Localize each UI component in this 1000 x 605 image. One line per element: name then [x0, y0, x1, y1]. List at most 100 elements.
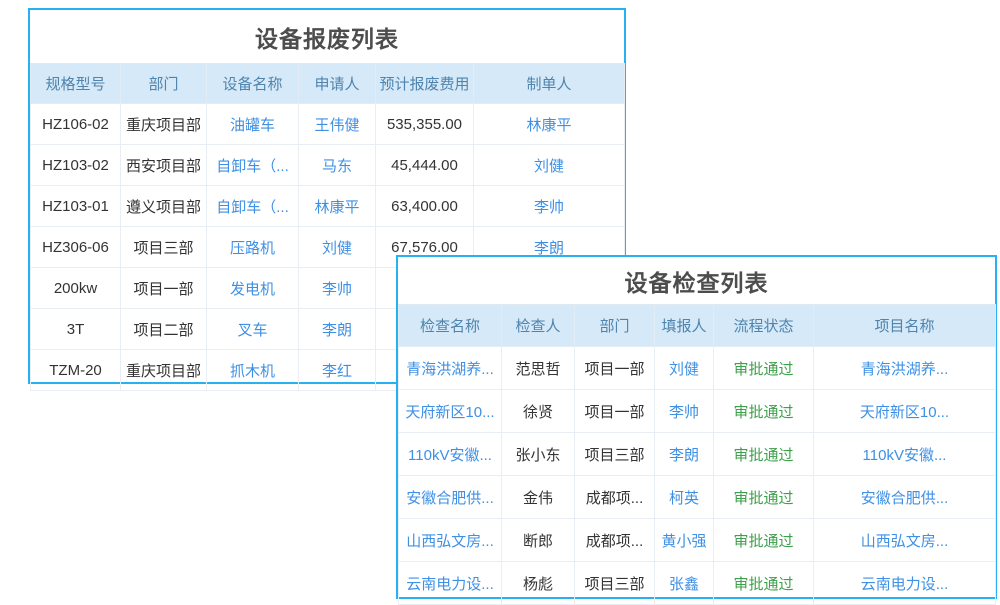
inspection-list-title: 设备检查列表 — [624, 269, 769, 296]
column-header: 部门 — [120, 63, 207, 104]
table-row: 天府新区10... 徐贤 项目一部 李帅 审批通过 天府新区10... — [398, 389, 996, 433]
table-cell: 徐贤 — [501, 389, 575, 433]
table-cell: 项目三部 — [574, 561, 655, 605]
scrap-list-table: 规格型号 部门 设备名称 申请人 预计报废费用 制单人 HZ106-02 重庆项目部 油罐车王… — [30, 63, 625, 391]
status-badge: 审批通过 — [713, 475, 814, 519]
table-cell: 项目二部 — [120, 308, 207, 350]
table-cell: 重庆项目部 — [120, 103, 207, 145]
table-cell-link[interactable]: 叉车 — [206, 308, 299, 350]
table-cell-link[interactable]: 黄小强 — [654, 518, 714, 562]
column-header: 设备名称 — [206, 63, 299, 104]
table-row: 青海洪湖养... 范思哲 项目一部 刘健 审批通过 青海洪湖养... — [398, 346, 996, 390]
status-badge: 审批通过 — [713, 432, 814, 476]
table-row: HZ106-02 重庆项目部 油罐车 王伟健 535,355.00 林康平 — [30, 103, 625, 145]
table-cell-link[interactable]: 安徽合肥供... — [398, 475, 502, 519]
table-cell-link[interactable]: 自卸车（... — [206, 185, 299, 227]
table-cell-link[interactable]: 林康平 — [473, 103, 625, 145]
inspection-list-card: 设备检查列表 检查名称 检查人 部门 填报人 流程状态 项目名称 青海洪湖养... 范思哲项… — [396, 255, 997, 605]
table-cell-link[interactable]: 压路机 — [206, 226, 299, 268]
status-badge: 审批通过 — [713, 346, 814, 390]
table-cell: 西安项目部 — [120, 144, 207, 186]
column-header: 检查人 — [501, 304, 575, 347]
table-cell: 项目三部 — [120, 226, 207, 268]
column-header: 规格型号 — [30, 63, 121, 104]
scrap-list-header: 规格型号 部门 设备名称 申请人 预计报废费用 制单人 — [30, 63, 625, 104]
column-header: 部门 — [574, 304, 655, 347]
table-cell-link[interactable]: 李帅 — [473, 185, 625, 227]
table-cell-link[interactable]: 王伟健 — [298, 103, 376, 145]
table-cell-link[interactable]: 天府新区10... — [813, 389, 996, 433]
table-cell-link[interactable]: 自卸车（... — [206, 144, 299, 186]
table-row: HZ103-01 遵义项目部 自卸车（... 林康平 63,400.00 李帅 — [30, 185, 625, 227]
table-cell: 项目一部 — [574, 389, 655, 433]
table-cell: 535,355.00 — [375, 103, 474, 145]
table-cell-link[interactable]: 发电机 — [206, 267, 299, 309]
table-cell: TZM-20 — [30, 349, 121, 391]
table-cell: 重庆项目部 — [120, 349, 207, 391]
table-cell-link[interactable]: 110kV安徽... — [813, 432, 996, 476]
table-cell: HZ106-02 — [30, 103, 121, 145]
status-badge: 审批通过 — [713, 561, 814, 605]
table-cell-link[interactable]: 林康平 — [298, 185, 376, 227]
scrap-list-title: 设备报废列表 — [255, 25, 399, 52]
status-badge: 审批通过 — [713, 518, 814, 562]
table-cell-link[interactable]: 李红 — [298, 349, 376, 391]
table-cell: 3T — [30, 308, 121, 350]
table-cell: 杨彪 — [501, 561, 575, 605]
column-header: 申请人 — [298, 63, 376, 104]
table-cell-link[interactable]: 马东 — [298, 144, 376, 186]
table-cell-link[interactable]: 青海洪湖养... — [398, 346, 502, 390]
column-header: 检查名称 — [398, 304, 502, 347]
table-cell-link[interactable]: 李朗 — [298, 308, 376, 350]
table-row: 云南电力设... 杨彪 项目三部 张鑫 审批通过 云南电力设... — [398, 561, 996, 605]
column-header: 预计报废费用 — [375, 63, 474, 104]
table-cell-link[interactable]: 山西弘文房... — [813, 518, 996, 562]
column-header: 制单人 — [473, 63, 625, 104]
table-cell-link[interactable]: 云南电力设... — [398, 561, 502, 605]
inspection-list-header: 检查名称 检查人 部门 填报人 流程状态 项目名称 — [398, 304, 996, 347]
table-cell-link[interactable]: 安徽合肥供... — [813, 475, 996, 519]
status-badge: 审批通过 — [713, 389, 814, 433]
table-cell-link[interactable]: 李朗 — [654, 432, 714, 476]
table-cell-link[interactable]: 李帅 — [654, 389, 714, 433]
scrap-list-card: 设备报废列表 规格型号 部门 设备名称 申请人 预计报废费用 制单人 HZ106-02 重庆… — [28, 8, 626, 391]
table-cell: HZ103-02 — [30, 144, 121, 186]
table-cell: 200kw — [30, 267, 121, 309]
table-cell: 项目一部 — [574, 346, 655, 390]
table-row: 110kV安徽... 张小东 项目三部 李朗 审批通过 110kV安徽... — [398, 432, 996, 476]
table-cell-link[interactable]: 柯英 — [654, 475, 714, 519]
table-cell: 金伟 — [501, 475, 575, 519]
table-cell: 项目三部 — [574, 432, 655, 476]
table-cell-link[interactable]: 油罐车 — [206, 103, 299, 145]
table-cell-link[interactable]: 张鑫 — [654, 561, 714, 605]
table-cell: 断郎 — [501, 518, 575, 562]
table-cell-link[interactable]: 刘健 — [473, 144, 625, 186]
table-row: 山西弘文房... 断郎 成都项... 黄小强 审批通过 山西弘文房... — [398, 518, 996, 562]
table-cell: 遵义项目部 — [120, 185, 207, 227]
table-cell: HZ103-01 — [30, 185, 121, 227]
table-cell: 45,444.00 — [375, 144, 474, 186]
column-header: 项目名称 — [813, 304, 996, 347]
table-row: HZ103-02 西安项目部 自卸车（... 马东 45,444.00 刘健 — [30, 144, 625, 186]
table-cell: 成都项... — [574, 518, 655, 562]
header-row: 检查名称 检查人 部门 填报人 流程状态 项目名称 — [398, 304, 996, 347]
column-header: 填报人 — [654, 304, 714, 347]
table-cell: 范思哲 — [501, 346, 575, 390]
table-cell: 63,400.00 — [375, 185, 474, 227]
table-cell-link[interactable]: 110kV安徽... — [398, 432, 502, 476]
table-cell-link[interactable]: 刘健 — [654, 346, 714, 390]
table-cell: 项目一部 — [120, 267, 207, 309]
table-cell-link[interactable]: 山西弘文房... — [398, 518, 502, 562]
header-row: 规格型号 部门 设备名称 申请人 预计报废费用 制单人 — [30, 63, 625, 104]
table-cell-link[interactable]: 抓木机 — [206, 349, 299, 391]
table-cell: 张小东 — [501, 432, 575, 476]
table-cell-link[interactable]: 青海洪湖养... — [813, 346, 996, 390]
table-cell: 成都项... — [574, 475, 655, 519]
table-cell-link[interactable]: 刘健 — [298, 226, 376, 268]
inspection-list-table: 检查名称 检查人 部门 填报人 流程状态 项目名称 青海洪湖养... 范思哲 项目一部 刘健 审批… — [398, 304, 996, 605]
table-cell-link[interactable]: 李帅 — [298, 267, 376, 309]
column-header: 流程状态 — [713, 304, 814, 347]
table-row: 安徽合肥供... 金伟 成都项... 柯英 审批通过 安徽合肥供... — [398, 475, 996, 519]
table-cell-link[interactable]: 天府新区10... — [398, 389, 502, 433]
table-cell-link[interactable]: 云南电力设... — [813, 561, 996, 605]
